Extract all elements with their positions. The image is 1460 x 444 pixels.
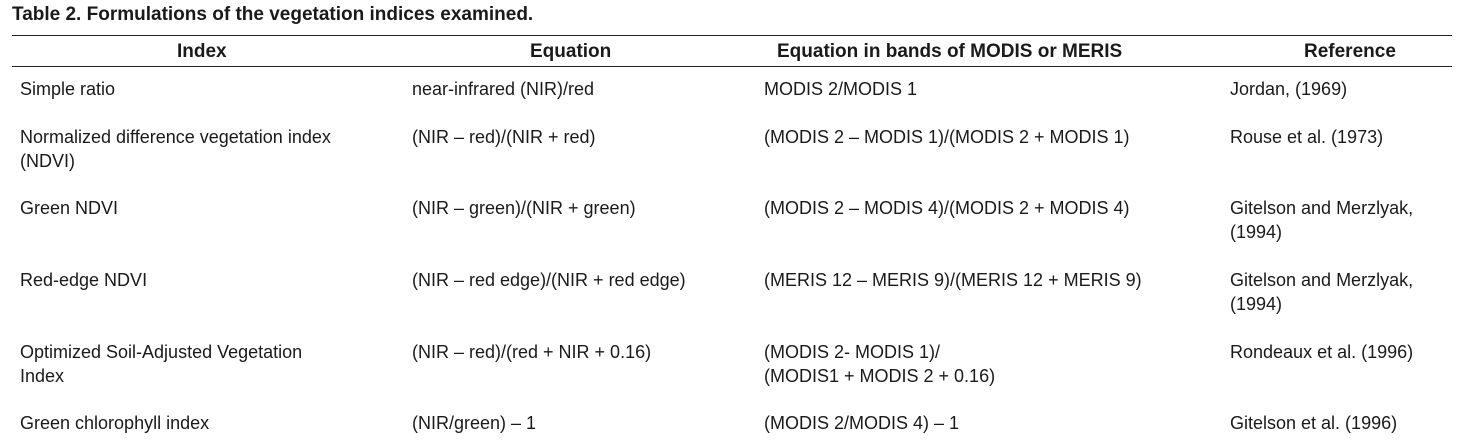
header-bands: Equation in bands of MODIS or MERIS <box>777 41 1123 62</box>
cell-index: Red-edge NDVI <box>20 270 148 290</box>
table-header-rule <box>12 66 1452 67</box>
header-index: Index <box>177 41 227 62</box>
cell-equation: (NIR – red)/(red + NIR + 0.16) <box>412 342 652 362</box>
cell-equation: (NIR – red edge)/(NIR + red edge) <box>412 270 686 290</box>
cell-bands: (MODIS 2 – MODIS 1)/(MODIS 2 + MODIS 1) <box>764 127 1130 147</box>
cell-reference: Gitelson and Merzlyak, <box>1230 270 1414 290</box>
cell-reference: Rouse et al. (1973) <box>1230 127 1384 147</box>
cell-reference: Jordan, (1969) <box>1230 79 1348 99</box>
cell-equation: (NIR – red)/(NIR + red) <box>412 127 596 147</box>
cell-equation: near-infrared (NIR)/red <box>412 79 595 99</box>
cell-index-line2: Index <box>20 366 65 386</box>
cell-bands: (MODIS 2 – MODIS 4)/(MODIS 2 + MODIS 4) <box>764 198 1130 218</box>
cell-bands: (MODIS 2/MODIS 4) – 1 <box>764 413 960 433</box>
cell-index: Normalized difference vegetation index <box>20 127 331 147</box>
cell-bands: (MODIS 2- MODIS 1)/ <box>764 342 941 362</box>
cell-bands-line2: (MODIS1 + MODIS 2 + 0.16) <box>764 366 996 386</box>
cell-reference: Rondeaux et al. (1996) <box>1230 342 1414 362</box>
cell-reference-line2: (1994) <box>1230 294 1283 314</box>
cell-index-line2: (NDVI) <box>20 151 75 171</box>
cell-equation: (NIR/green) – 1 <box>412 413 537 433</box>
cell-bands: MODIS 2/MODIS 1 <box>764 79 918 99</box>
cell-index: Simple ratio <box>20 79 116 99</box>
header-equation: Equation <box>530 41 612 62</box>
cell-index: Optimized Soil-Adjusted Vegetation <box>20 342 303 362</box>
cell-index: Green NDVI <box>20 198 119 218</box>
cell-equation: (NIR – green)/(NIR + green) <box>412 198 636 218</box>
cell-reference: Gitelson and Merzlyak, <box>1230 198 1414 218</box>
cell-reference: Gitelson et al. (1996) <box>1230 413 1398 433</box>
table-caption: Table 2. Formulations of the vegetation … <box>12 4 534 25</box>
table-top-rule <box>12 35 1452 36</box>
cell-reference-line2: (1994) <box>1230 222 1283 242</box>
cell-index: Green chlorophyll index <box>20 413 210 433</box>
header-reference: Reference <box>1304 41 1396 62</box>
cell-bands: (MERIS 12 – MERIS 9)/(MERIS 12 + MERIS 9… <box>764 270 1142 290</box>
